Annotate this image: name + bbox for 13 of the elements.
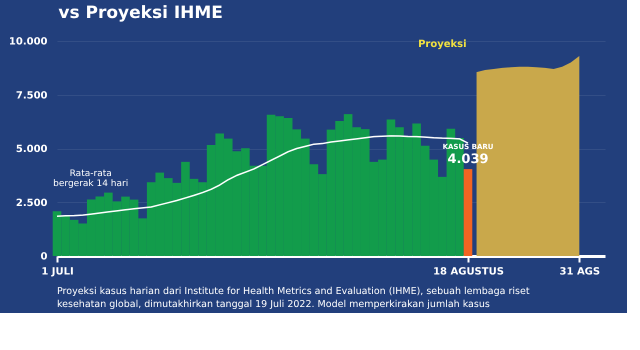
y-tick-label: 2.500 [16,198,48,209]
text: Proyeksi [418,39,467,50]
x-tick-label: 18 AGUSTUS [433,266,504,278]
y-tick-label: 7.500 [16,90,48,102]
bar [464,169,472,256]
text: Proyeksi kasus harian dari Institute for Health Metrics and Evaluation (IHME), sebuah lembaga riset kesehatan global, dimutakhirkan tanggal 19 Juli 2022. Model memperkirakan jumlah kasus [57,286,530,310]
y-tick-label: 10.000 [8,36,48,48]
text: Rata-rata bergerak 14 hari [53,169,128,190]
x-tick-label: 31 AGS [560,266,600,278]
x-tick-label: 1 JULI [41,266,74,278]
chart-title: vs Proyeksi IHME [58,3,223,23]
y-tick-label: 0 [40,252,48,262]
y-tick-label: 5.000 [16,144,48,155]
